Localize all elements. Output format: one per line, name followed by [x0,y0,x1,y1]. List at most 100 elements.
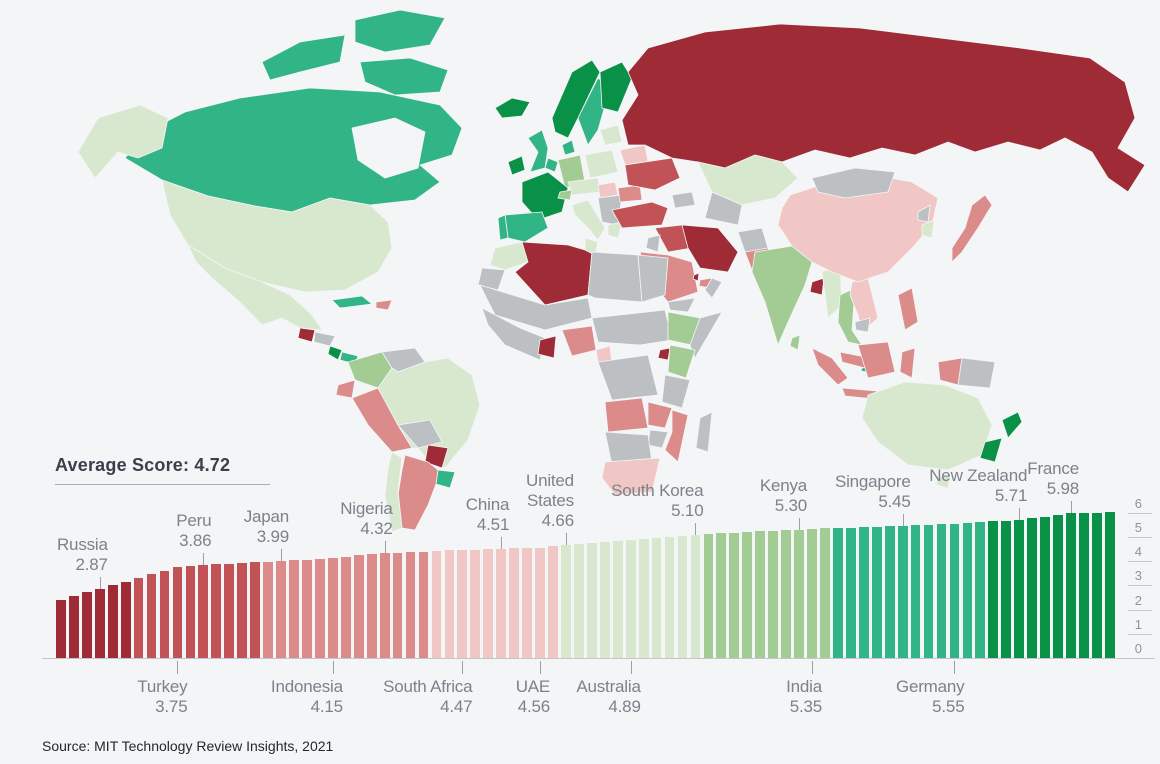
callout-pointer-line [695,522,697,535]
map-region-qatar [692,272,700,282]
callout-country-value: 5.98 [1046,479,1079,499]
map-region-papua-new-guinea [957,357,996,389]
map-region-switzerland [557,189,573,201]
map-region-cambodia [854,317,871,333]
score-bar [1014,519,1025,658]
callout-label-south-korea: South Korea 5.10 [611,480,704,521]
score-bar [496,548,507,658]
callout-label-india: India 5.35 [786,677,822,717]
score-bar [781,530,791,658]
callout-country-name: Peru [176,510,212,530]
map-region-arctic-islands-3 [359,57,449,96]
score-bar [56,599,66,658]
callout-country-value: 3.75 [155,697,188,716]
callout-country-name: South Korea [611,480,704,500]
score-bar [820,528,830,658]
score-bar [884,526,895,658]
callout-label-nigeria: Nigeria 4.32 [340,499,393,539]
map-region-guatemala [297,327,316,343]
map-region-france [521,171,569,221]
map-region-central-africa [597,354,659,401]
callout-label-australia: Australia 4.89 [576,677,641,717]
score-bar [340,556,351,658]
callout-label-new-zealand: New Zealand 5.71 [929,466,1027,506]
callout-label-uae: UAE 4.56 [516,677,551,717]
callout-country-name: Kenya [759,475,808,495]
map-region-central-asia [704,191,743,226]
map-region-poland [584,149,619,179]
callout-pointer-line [281,549,283,562]
map-region-borneo [857,341,896,379]
map-region-south-africa [601,457,661,496]
score-bar [638,538,649,658]
map-region-greece [607,221,623,239]
y-tick-line [1128,512,1152,514]
map-region-portugal [497,214,509,241]
callout-label-turkey: Turkey 3.75 [137,677,187,717]
map-region-nz-south [979,437,1003,463]
score-bar [949,523,960,658]
map-region-hungary [597,181,619,199]
score-bar [81,592,92,658]
score-bar [522,548,532,658]
map-region-yemen [667,297,696,313]
score-bar [703,533,714,658]
y-tick-line [1128,537,1152,538]
callout-country-name: South Africa [383,677,473,696]
score-bar [858,527,869,658]
callout-country-name: New Zealand [929,465,1028,485]
score-bar [392,552,403,658]
map-region-algeria [514,241,593,306]
map-region-israel-jordan [645,234,661,253]
score-bar [975,522,986,658]
callout-pointer-line [812,661,813,674]
callout-country-name: Turkey [137,677,188,696]
y-tick-label: 3 [1134,568,1142,584]
map-region-ukraine [624,157,681,191]
map-region-madagascar [695,411,713,453]
map-region-tasmania [935,474,951,489]
callout-country-name: India [786,677,822,696]
callout-label-indonesia: Indonesia 4.15 [271,677,343,717]
map-region-denmark [561,139,576,156]
map-region-ireland [507,155,526,176]
score-bar [742,532,753,658]
score-bar [68,596,79,658]
map-region-turkey [611,201,669,229]
callout-pointer-line [99,576,101,589]
callout-country-value: 4.66 [541,511,574,531]
callout-country-name: Singapore [834,472,911,492]
callout-label-france: France 5.98 [1027,459,1079,499]
score-bar [988,521,999,658]
callout-country-value: 5.55 [932,697,965,716]
score-bar [315,558,325,658]
callout-pointer-line [565,533,567,546]
map-region-iceland [494,97,531,119]
callout-country-value: 5.45 [878,492,911,512]
score-bar [146,574,157,658]
y-tick-label: 4 [1134,544,1142,560]
score-bar [94,588,105,658]
map-region-mongolia [811,167,896,199]
map-region-philippines [897,287,919,331]
score-bar [962,522,973,658]
callout-country-name: Russia [56,534,108,554]
map-region-finland [599,61,633,113]
callout-country-value: 3.86 [179,530,212,550]
map-region-italy [571,199,606,241]
score-bar [768,530,779,658]
callout-pointer-line [203,552,205,565]
callout-label-kenya: Kenya 5.30 [760,476,807,516]
score-bar [677,535,688,658]
callout-country-value: 5.10 [671,500,704,520]
score-bar [599,541,610,658]
world-choropleth-map [77,9,1146,533]
average-score-block: Average Score: 4.72 [55,455,295,485]
map-region-paraguay [424,444,449,469]
map-region-costa-rica [327,345,343,361]
score-bar [664,536,675,658]
callout-country-name: China [465,494,510,514]
score-bar [923,524,934,658]
score-bar [120,581,131,658]
